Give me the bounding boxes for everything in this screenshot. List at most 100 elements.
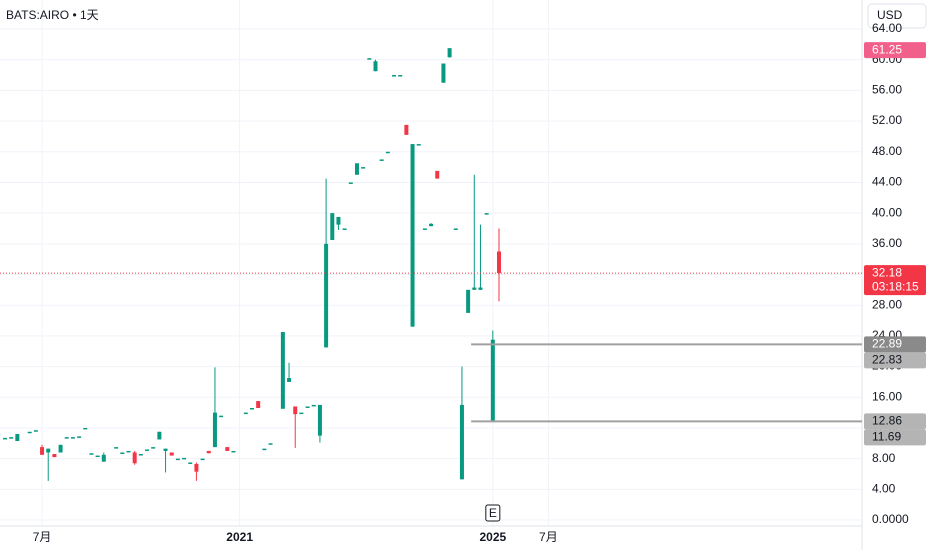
event-marker-box [485, 504, 501, 522]
candle-body [9, 437, 14, 439]
candle-body [182, 457, 187, 460]
price-label: 11.69 [872, 430, 901, 444]
price-label-box [864, 336, 926, 353]
candle-body [194, 463, 199, 472]
candle-body [27, 431, 32, 434]
candle-body [429, 223, 434, 227]
candle-body [484, 213, 489, 215]
candle-body [342, 228, 347, 230]
candle-body [15, 434, 20, 441]
candle-body [120, 452, 125, 454]
y-tick-label: 40.00 [872, 205, 902, 219]
y-tick-label: 0.0000 [872, 512, 909, 526]
candle-body [101, 454, 106, 462]
candle-body [311, 404, 316, 407]
candle-body [410, 144, 415, 327]
candle-body [243, 412, 248, 415]
candle-body [64, 437, 69, 439]
y-tick-label: 16.00 [872, 389, 902, 403]
candle-body [398, 75, 403, 77]
price-label-box [864, 42, 926, 59]
candle-body [52, 454, 57, 458]
candle-body [336, 216, 341, 225]
candle-body [392, 75, 397, 77]
candle-body [447, 48, 452, 58]
candle-body [453, 228, 458, 230]
candle-body [169, 452, 174, 456]
price-label-box [864, 352, 926, 369]
candle-body [268, 443, 273, 445]
candle-body [287, 378, 292, 382]
y-tick-label: 28.00 [872, 297, 902, 311]
candle-body [40, 447, 45, 455]
candle-body [145, 449, 150, 451]
candle-body [490, 339, 495, 422]
candle-body [305, 406, 310, 408]
candle-body [212, 412, 217, 448]
candle-body [46, 448, 51, 453]
candle-body [3, 437, 7, 440]
price-label: 61.25 [872, 42, 902, 56]
candle-body [126, 450, 131, 453]
candle-body [231, 450, 236, 453]
candle-body [225, 447, 230, 451]
y-tick-label: 56.00 [872, 83, 902, 97]
candle-body [188, 462, 193, 464]
candle-body [385, 151, 390, 154]
x-tick-label: 2025 [479, 530, 506, 544]
y-tick-label: 44.00 [872, 175, 902, 189]
candle-body [373, 61, 378, 72]
currency-label[interactable]: USD [877, 8, 903, 22]
candle-body [33, 430, 38, 432]
candle-body [58, 444, 63, 453]
candle-body [83, 427, 88, 430]
currency-button[interactable] [867, 3, 927, 29]
candle-body [404, 124, 409, 135]
y-tick-label: 4.00 [872, 481, 896, 495]
candle-body [466, 289, 471, 313]
price-label: 22.89 [872, 337, 902, 351]
candle-body [367, 58, 372, 60]
x-tick-label: 2021 [226, 530, 253, 544]
y-tick-label: 52.00 [872, 113, 902, 127]
candle-body [422, 228, 427, 230]
x-tick-label: 7月 [539, 530, 558, 544]
candle-body [459, 404, 464, 480]
candle-body [317, 404, 322, 436]
y-tick-label: 8.00 [872, 451, 896, 465]
candle-body [175, 458, 180, 461]
candle-body [70, 437, 75, 439]
candle-body [330, 213, 335, 240]
candle-body [77, 436, 82, 438]
y-tick-label: 64.00 [872, 21, 902, 35]
candle-body [354, 163, 359, 175]
candle-body [379, 159, 384, 161]
candle-body [280, 332, 285, 409]
candle-body [435, 170, 440, 179]
candle-body [95, 455, 100, 458]
candle-body [361, 167, 366, 169]
x-tick-label: 7月 [33, 530, 52, 544]
price-label: 22.83 [872, 353, 902, 367]
candle-body [262, 448, 267, 451]
chart-title: BATS:AIRO • 1天 [6, 8, 99, 22]
price-label-box [864, 265, 926, 296]
y-tick-label: 36.00 [872, 236, 902, 250]
countdown: 03:18:15 [872, 279, 919, 293]
y-tick-label: 48.00 [872, 144, 902, 158]
candle-body [250, 407, 254, 410]
candle-body [348, 182, 353, 184]
candle-body [138, 454, 143, 456]
candle-body [478, 287, 483, 290]
price-label: 12.86 [872, 414, 902, 428]
price-label-box [864, 429, 926, 446]
candle-body [472, 287, 477, 290]
price-label: 32.18 [872, 265, 902, 279]
candle-body [114, 447, 119, 449]
event-marker: E [489, 506, 497, 520]
candle-body [132, 452, 137, 464]
candle-body [151, 447, 156, 449]
candle-body [219, 415, 224, 418]
candle-body [324, 243, 329, 348]
